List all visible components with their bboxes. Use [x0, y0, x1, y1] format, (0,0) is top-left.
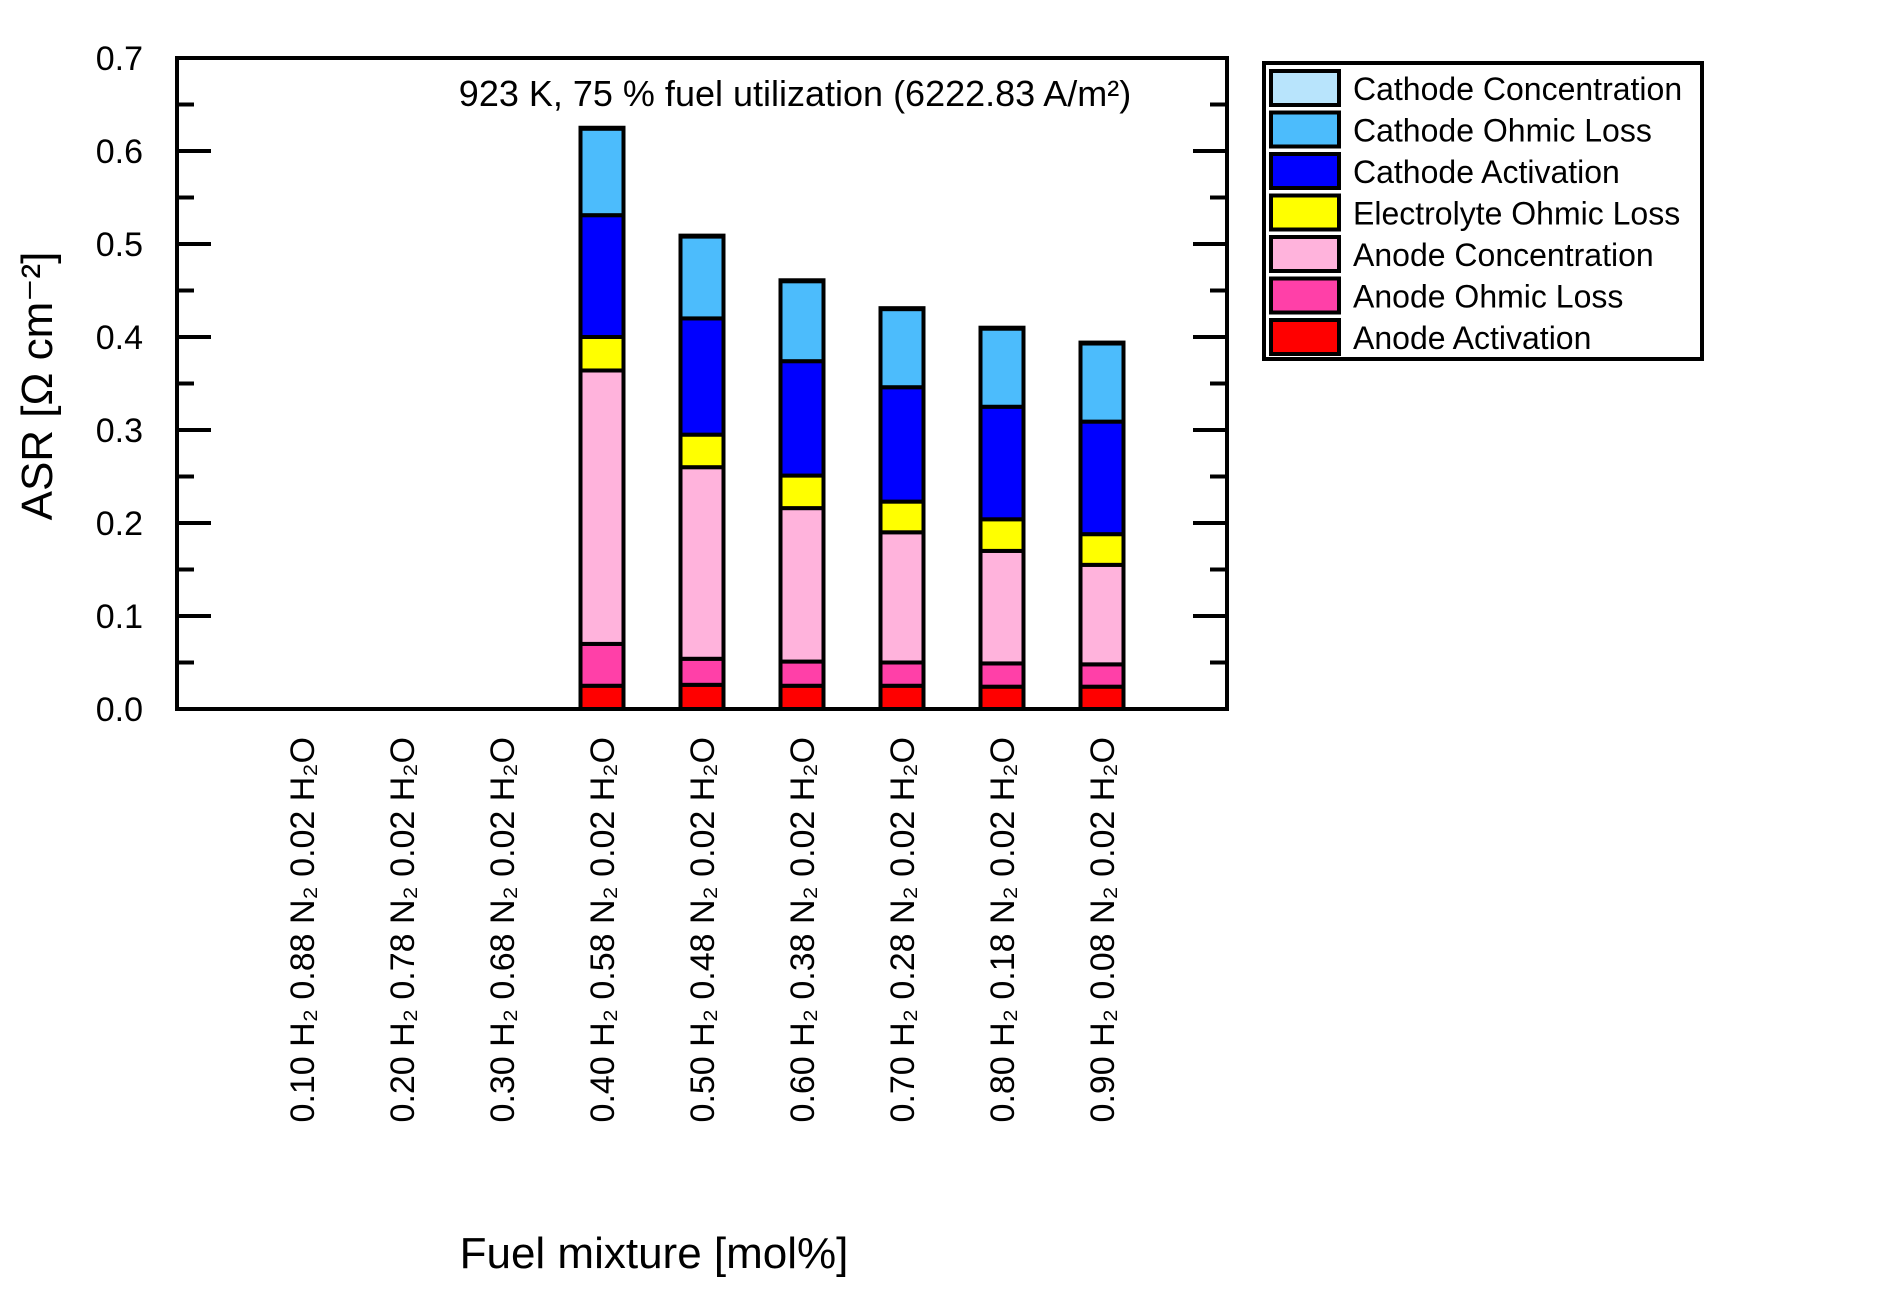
x-tick-label: 0.30 H₂ 0.68 N₂ 0.02 H₂O [484, 737, 522, 1122]
bar-segment-cathode-activation [1078, 419, 1126, 537]
bar-segment-cathode-activation [978, 404, 1026, 522]
bar-segment-cathode-concentration [778, 278, 826, 284]
legend-swatch [1269, 318, 1341, 356]
legend-label: Electrolyte Ohmic Loss [1353, 196, 1680, 232]
bar-segment-cathode-ohmic-loss [878, 307, 926, 390]
legend-swatch [1269, 193, 1341, 232]
legend-swatch [1269, 235, 1341, 273]
x-tick-label: 0.90 H₂ 0.08 N₂ 0.02 H₂O [1084, 737, 1122, 1122]
chart-title: 923 K, 75 % fuel utilization (6222.83 A/… [459, 73, 1131, 114]
bar-segment-anode-ohmic-loss [578, 641, 626, 688]
legend-label: Anode Concentration [1353, 237, 1654, 273]
legend-label: Cathode Ohmic Loss [1353, 113, 1652, 149]
legend-swatch [1269, 110, 1341, 149]
legend-label: Cathode Concentration [1353, 71, 1682, 107]
x-tick-label: 0.40 H₂ 0.58 N₂ 0.02 H₂O [584, 737, 622, 1122]
bar-segment-anode-activation [678, 682, 726, 712]
legend-swatch [1269, 69, 1341, 107]
y-tick-label: 0.0 [96, 691, 143, 729]
bar-segment-anode-concentration [1078, 562, 1126, 667]
bar-segment-electrolyte-ohmic-loss [578, 335, 626, 373]
bar-segment-anode-activation [978, 684, 1026, 711]
bar-segment-cathode-ohmic-loss [778, 279, 826, 364]
y-tick-label: 0.2 [96, 505, 143, 543]
legend-label: Anode Activation [1353, 320, 1591, 356]
x-axis-label: Fuel mixture [mol%] [460, 1229, 849, 1278]
x-tick-label: 0.10 H₂ 0.88 N₂ 0.02 H₂O [284, 737, 322, 1122]
bar-segment-cathode-activation [578, 213, 626, 339]
x-axis: 0.10 H₂ 0.88 N₂ 0.02 H₂O 0.20 H₂ 0.78 N₂ … [284, 737, 1122, 1122]
bar-segment-anode-ohmic-loss [978, 661, 1026, 689]
legend-label: Anode Ohmic Loss [1353, 279, 1623, 315]
bar-segment-anode-activation [878, 683, 926, 711]
y-tick-label: 0.3 [96, 412, 143, 450]
legend: Cathode Concentration Cathode Ohmic Loss C… [1262, 61, 1704, 361]
bar-segment-cathode-ohmic-loss [678, 234, 726, 321]
bar-segment-anode-ohmic-loss [878, 660, 926, 688]
bar-segment-anode-activation [778, 683, 826, 711]
bar-segment-anode-ohmic-loss [678, 656, 726, 687]
bar-segment-cathode-ohmic-loss [1078, 341, 1126, 424]
bar-segment-cathode-ohmic-loss [578, 126, 626, 218]
bar-segment-cathode-concentration [878, 306, 926, 312]
x-tick-label: 0.20 H₂ 0.78 N₂ 0.02 H₂O [384, 737, 422, 1122]
y-tick-label: 0.7 [96, 40, 143, 78]
y-axis-label: ASR [Ω cm⁻²] [13, 252, 62, 521]
bar-segment-cathode-ohmic-loss [978, 326, 1026, 409]
bar-segment-anode-activation [578, 683, 626, 711]
bar-segment-electrolyte-ohmic-loss [1078, 532, 1126, 567]
y-tick-label: 0.6 [96, 133, 143, 171]
bar-segment-anode-concentration [678, 465, 726, 661]
x-tick-label: 0.80 H₂ 0.18 N₂ 0.02 H₂O [984, 737, 1022, 1122]
y-axis: 0.0 0.1 0.2 0.3 0.4 0.5 0.6 0.7 [96, 40, 1227, 729]
bar-segment-anode-activation [1078, 684, 1126, 711]
x-tick-label: 0.50 H₂ 0.48 N₂ 0.02 H₂O [684, 737, 722, 1122]
bar-segment-electrolyte-ohmic-loss [978, 517, 1026, 553]
bar-segment-anode-concentration [778, 506, 826, 664]
legend-swatch [1269, 276, 1341, 315]
bar-segment-cathode-concentration [978, 325, 1026, 331]
legend-label: Cathode Activation [1353, 154, 1620, 190]
bar-segment-cathode-concentration [678, 233, 726, 239]
bar-segment-electrolyte-ohmic-loss [678, 432, 726, 470]
y-tick-label: 0.4 [96, 319, 143, 357]
x-tick-label: 0.60 H₂ 0.38 N₂ 0.02 H₂O [784, 737, 822, 1122]
bar-segment-anode-ohmic-loss [778, 659, 826, 688]
x-tick-label: 0.70 H₂ 0.28 N₂ 0.02 H₂O [884, 737, 922, 1122]
y-tick-label: 0.5 [96, 226, 143, 264]
bars-group [578, 125, 1126, 712]
bar-segment-cathode-activation [778, 359, 826, 478]
bar-segment-cathode-activation [878, 385, 926, 504]
bar-segment-anode-concentration [978, 548, 1026, 666]
bar-segment-electrolyte-ohmic-loss [878, 499, 926, 535]
bar-segment-electrolyte-ohmic-loss [778, 473, 826, 511]
bar-segment-anode-concentration [878, 530, 926, 665]
bar-segment-anode-ohmic-loss [1078, 662, 1126, 689]
legend-swatch [1269, 152, 1341, 190]
bar-segment-anode-concentration [578, 368, 626, 646]
y-tick-label: 0.1 [96, 598, 143, 636]
bar-segment-cathode-concentration [1078, 340, 1126, 346]
bar-segment-cathode-activation [678, 316, 726, 437]
bar-segment-cathode-concentration [578, 125, 626, 131]
